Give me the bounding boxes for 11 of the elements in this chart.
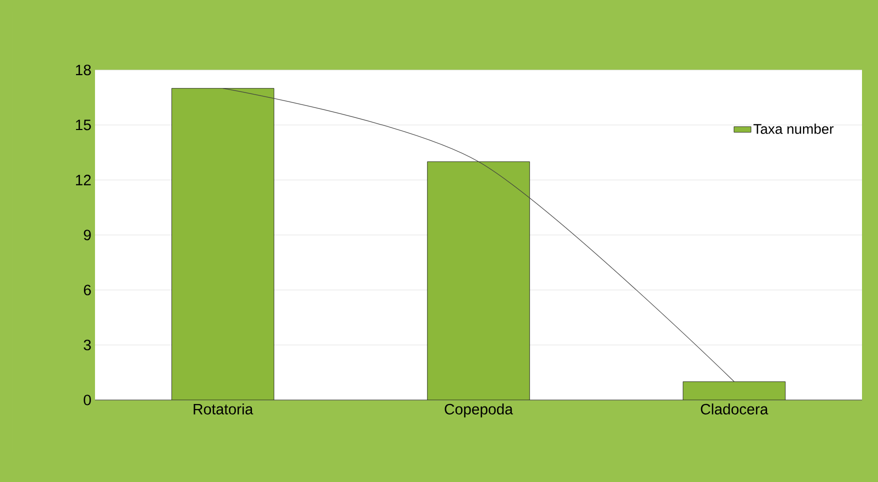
y-tick-label: 0	[84, 394, 91, 406]
y-tick-label: 9	[84, 230, 91, 240]
y-tick-label: 12	[76, 174, 91, 186]
legend-label: Taxa number	[754, 124, 834, 134]
y-tick-label: 18	[76, 64, 91, 76]
y-tick-label: 15	[76, 120, 91, 130]
y-tick-label: 3	[84, 340, 91, 350]
x-tick-label: Copepoda	[444, 404, 513, 418]
y-tick-label: 6	[84, 284, 91, 296]
x-tick-label: Rotatoria	[194, 404, 254, 414]
x-tick-label: Cladocera	[700, 404, 768, 414]
